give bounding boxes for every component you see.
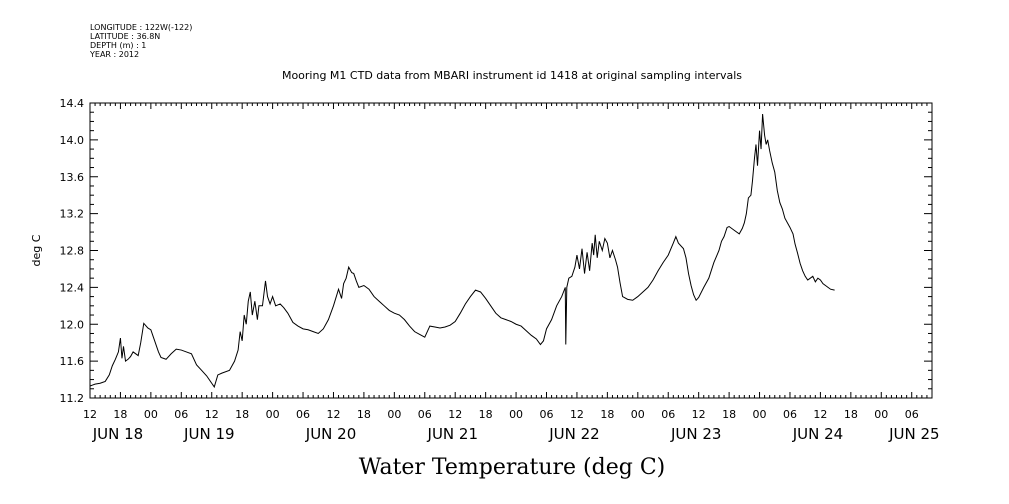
variable-label: Water Temperature (deg C) — [358, 455, 666, 480]
y-tick-label: 12.4 — [60, 281, 85, 294]
y-tick-label: 14.0 — [60, 134, 85, 147]
y-tick-label: 12.8 — [60, 245, 85, 258]
x-date-label: JUN 22 — [548, 425, 599, 443]
y-axis-label: deg C — [30, 234, 43, 266]
plot-frame — [89, 102, 933, 399]
longitude-label: LONGITUDE : 122W(-122) — [90, 23, 193, 32]
x-tick-label: 12 — [448, 408, 462, 421]
x-tick-label: 06 — [174, 408, 188, 421]
x-tick-label: 12 — [692, 408, 706, 421]
x-tick-label: 12 — [205, 408, 219, 421]
y-tick-label: 12.0 — [60, 318, 85, 331]
x-tick-label: 06 — [905, 408, 919, 421]
x-tick-label: 06 — [661, 408, 675, 421]
x-tick-label: 06 — [540, 408, 554, 421]
x-tick-label: 06 — [418, 408, 432, 421]
x-tick-label: 00 — [874, 408, 888, 421]
x-tick-label: 06 — [296, 408, 310, 421]
temperature-series-line — [89, 114, 835, 389]
x-tick-label: 12 — [326, 408, 340, 421]
latitude-label: LATITUDE : 36.8N — [90, 32, 161, 41]
x-tick-label: 12 — [813, 408, 827, 421]
x-date-label: JUN 18 — [92, 425, 143, 443]
y-tick-label: 13.6 — [60, 171, 85, 184]
x-date-label: JUN 20 — [305, 425, 356, 443]
y-tick-label: 11.6 — [60, 355, 85, 368]
x-tick-label: 18 — [113, 408, 127, 421]
x-date-label: JUN 21 — [427, 425, 478, 443]
x-tick-label: 18 — [235, 408, 249, 421]
x-tick-label: 00 — [144, 408, 158, 421]
x-date-label: JUN 23 — [670, 425, 721, 443]
x-tick-label: 00 — [266, 408, 280, 421]
x-tick-label: 00 — [509, 408, 523, 421]
x-date-label: JUN 24 — [792, 425, 843, 443]
x-tick-label: 18 — [479, 408, 493, 421]
y-tick-label: 14.4 — [60, 97, 85, 110]
x-tick-label: 00 — [631, 408, 645, 421]
x-date-label: JUN 19 — [183, 425, 234, 443]
x-tick-label: 00 — [387, 408, 401, 421]
y-tick-label: 13.2 — [60, 208, 85, 221]
y-tick-label: 11.2 — [60, 392, 85, 405]
depth-label: DEPTH (m) : 1 — [90, 41, 147, 50]
chart-title: Mooring M1 CTD data from MBARI instrumen… — [281, 69, 743, 82]
x-date-label: JUN 25 — [888, 425, 939, 443]
x-tick-label: 18 — [600, 408, 614, 421]
year-label: YEAR : 2012 — [90, 50, 140, 59]
x-tick-label: 18 — [357, 408, 371, 421]
x-tick-label: 12 — [83, 408, 97, 421]
x-tick-label: 06 — [783, 408, 797, 421]
x-tick-label: 00 — [753, 408, 767, 421]
x-tick-label: 18 — [844, 408, 858, 421]
x-tick-label: 12 — [570, 408, 584, 421]
x-tick-label: 18 — [722, 408, 736, 421]
